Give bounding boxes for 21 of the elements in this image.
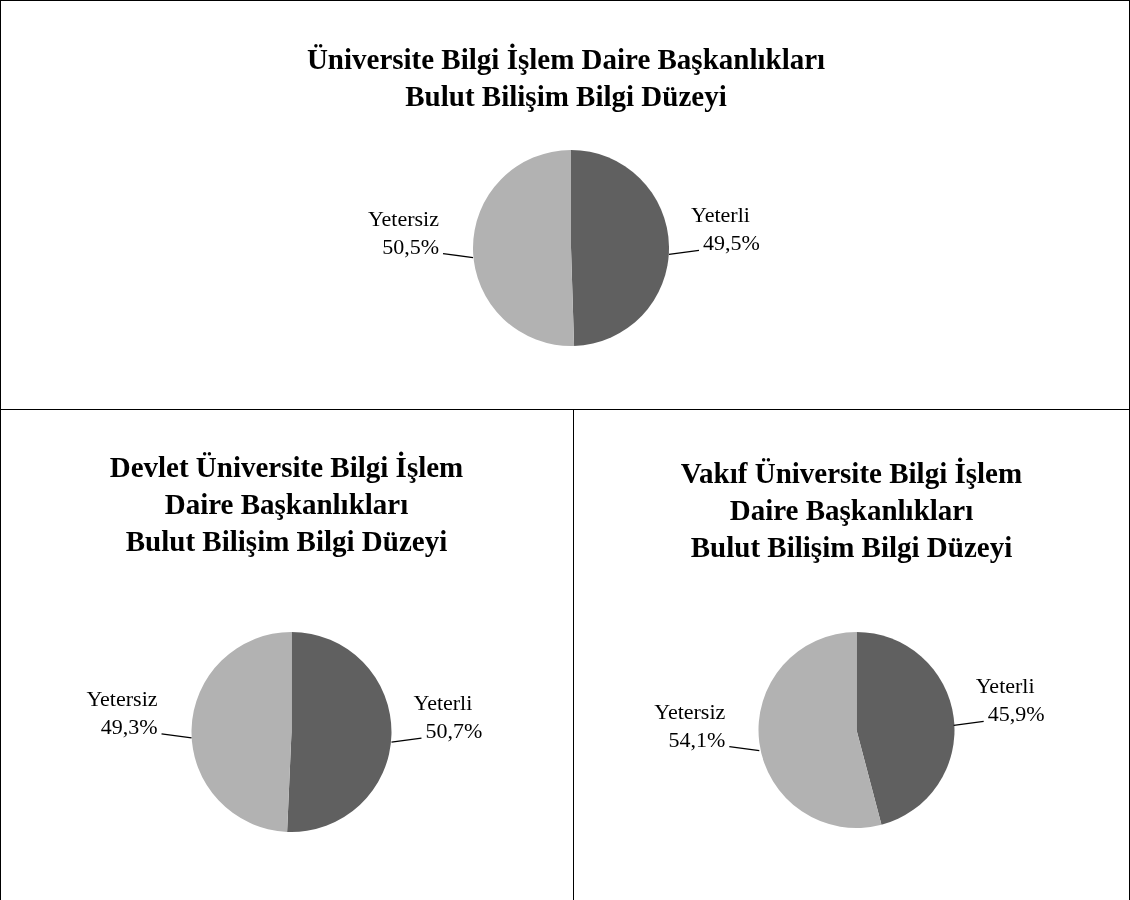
data-label: 54,1%	[668, 726, 726, 752]
data-label: 49,3%	[100, 713, 158, 739]
chart-title: Üniversite Bilgi İşlem Daire Başkanlıkları Bulut Bilişim Bilgi Düzeyi	[305, 42, 827, 114]
chart-title: Devlet Üniversite Bilgi İşlem Daire Başkanlıkları Bulut Bilişim Bilgi Düzeyi	[108, 450, 465, 559]
data-label: 50,5%	[382, 233, 440, 259]
slice-label: Yetersiz	[654, 698, 726, 724]
slice-label: Yetersiz	[367, 205, 440, 231]
data-label: 49,5%	[702, 230, 760, 256]
data-label: 45,9%	[987, 701, 1045, 727]
pie-slice	[473, 150, 575, 346]
pie-slice	[571, 150, 669, 346]
slice-label: Yeterli	[690, 202, 750, 228]
slice-label: Yetersiz	[86, 685, 158, 711]
chart-title: Vakıf Üniversite Bilgi İşlem Daire Başkanlıkları Bulut Bilişim Bilgi Düzeyi	[679, 456, 1024, 565]
slice-label: Yeterli	[413, 690, 473, 716]
pie-slice	[758, 632, 882, 828]
pie-slice	[287, 632, 392, 832]
slice-label: Yeterli	[975, 673, 1035, 699]
data-label: 50,7%	[425, 718, 483, 744]
pie-slice	[856, 632, 955, 825]
pie-slice	[191, 632, 292, 832]
